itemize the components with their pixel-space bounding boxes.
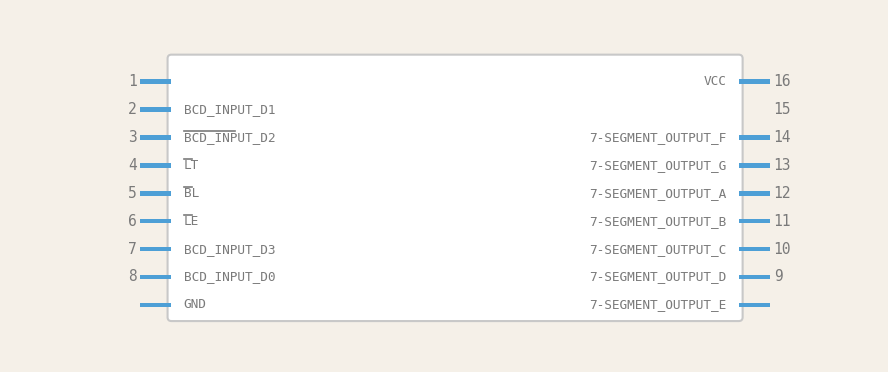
Bar [140, 107, 171, 112]
Bar [739, 275, 770, 279]
Bar [739, 219, 770, 224]
Text: 7-SEGMENT_OUTPUT_A: 7-SEGMENT_OUTPUT_A [589, 187, 726, 200]
Text: 10: 10 [773, 241, 791, 257]
Bar [739, 247, 770, 251]
Text: BCD_INPUT_D1: BCD_INPUT_D1 [184, 103, 275, 116]
Bar [140, 163, 171, 168]
Bar [140, 275, 171, 279]
Text: 11: 11 [773, 214, 791, 229]
Text: 6: 6 [128, 214, 137, 229]
Bar [140, 79, 171, 84]
Text: VCC: VCC [703, 75, 726, 88]
Bar [739, 191, 770, 196]
Text: 4: 4 [128, 158, 137, 173]
Text: 3: 3 [128, 130, 137, 145]
Text: 1: 1 [128, 74, 137, 89]
Bar [739, 135, 770, 140]
Bar [140, 247, 171, 251]
Text: GND: GND [184, 298, 207, 311]
Text: 7-SEGMENT_OUTPUT_G: 7-SEGMENT_OUTPUT_G [589, 159, 726, 172]
Text: 16: 16 [773, 74, 791, 89]
Text: 7-SEGMENT_OUTPUT_B: 7-SEGMENT_OUTPUT_B [589, 215, 726, 228]
Bar [140, 219, 171, 224]
Text: LT: LT [184, 159, 199, 172]
Text: 7-SEGMENT_OUTPUT_E: 7-SEGMENT_OUTPUT_E [589, 298, 726, 311]
Text: BCD_INPUT_D2: BCD_INPUT_D2 [184, 131, 275, 144]
Text: 2: 2 [128, 102, 137, 117]
Text: 15: 15 [773, 102, 791, 117]
Bar [140, 302, 171, 307]
Text: 7-SEGMENT_OUTPUT_D: 7-SEGMENT_OUTPUT_D [589, 270, 726, 283]
Text: 9: 9 [773, 269, 782, 285]
Text: 7: 7 [128, 241, 137, 257]
Text: 12: 12 [773, 186, 791, 201]
Bar [739, 79, 770, 84]
Text: BCD_INPUT_D3: BCD_INPUT_D3 [184, 243, 275, 256]
Bar [739, 163, 770, 168]
Text: 5: 5 [128, 186, 137, 201]
Text: 7-SEGMENT_OUTPUT_F: 7-SEGMENT_OUTPUT_F [589, 131, 726, 144]
Text: BCD_INPUT_D0: BCD_INPUT_D0 [184, 270, 275, 283]
Text: 8: 8 [128, 269, 137, 285]
Text: LE: LE [184, 215, 199, 228]
Bar [739, 302, 770, 307]
Text: 13: 13 [773, 158, 791, 173]
Text: 7-SEGMENT_OUTPUT_C: 7-SEGMENT_OUTPUT_C [589, 243, 726, 256]
Bar [140, 191, 171, 196]
FancyBboxPatch shape [168, 55, 742, 321]
Text: 14: 14 [773, 130, 791, 145]
Bar [140, 135, 171, 140]
Text: BL: BL [184, 187, 199, 200]
